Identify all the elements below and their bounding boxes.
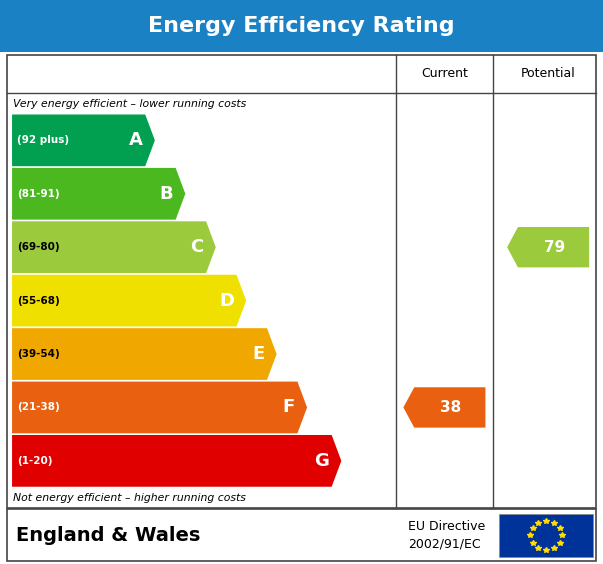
Text: (39-54): (39-54) <box>17 349 60 359</box>
Text: F: F <box>283 398 295 416</box>
Bar <box>7 55 596 508</box>
Text: G: G <box>314 452 329 470</box>
Text: (69-80): (69-80) <box>17 242 60 252</box>
Polygon shape <box>403 387 485 428</box>
Text: (92 plus): (92 plus) <box>17 135 69 146</box>
Text: 38: 38 <box>440 400 461 415</box>
Polygon shape <box>507 227 589 267</box>
Text: D: D <box>219 292 234 310</box>
Text: England & Wales: England & Wales <box>16 526 201 545</box>
Text: EU Directive
2002/91/EC: EU Directive 2002/91/EC <box>408 520 485 550</box>
Text: (81-91): (81-91) <box>17 189 60 199</box>
Text: (55-68): (55-68) <box>17 296 60 306</box>
Bar <box>0 0 603 52</box>
Text: Current: Current <box>421 67 468 81</box>
Polygon shape <box>12 114 155 166</box>
Text: Very energy efficient – lower running costs: Very energy efficient – lower running co… <box>13 99 247 109</box>
Polygon shape <box>12 435 341 487</box>
Bar <box>499 514 593 557</box>
Text: Not energy efficient – higher running costs: Not energy efficient – higher running co… <box>13 493 246 503</box>
Text: B: B <box>160 185 173 203</box>
Bar <box>7 509 596 561</box>
Text: E: E <box>252 345 265 363</box>
Text: (21-38): (21-38) <box>17 403 60 412</box>
Text: 79: 79 <box>543 240 565 255</box>
Text: (1-20): (1-20) <box>17 456 52 466</box>
Polygon shape <box>12 328 277 380</box>
Polygon shape <box>12 221 216 273</box>
Polygon shape <box>12 382 307 433</box>
Polygon shape <box>12 275 246 327</box>
Text: Potential: Potential <box>521 67 575 81</box>
Text: Energy Efficiency Rating: Energy Efficiency Rating <box>148 16 455 36</box>
Text: A: A <box>129 131 143 149</box>
Polygon shape <box>12 168 185 219</box>
Text: C: C <box>191 238 204 256</box>
